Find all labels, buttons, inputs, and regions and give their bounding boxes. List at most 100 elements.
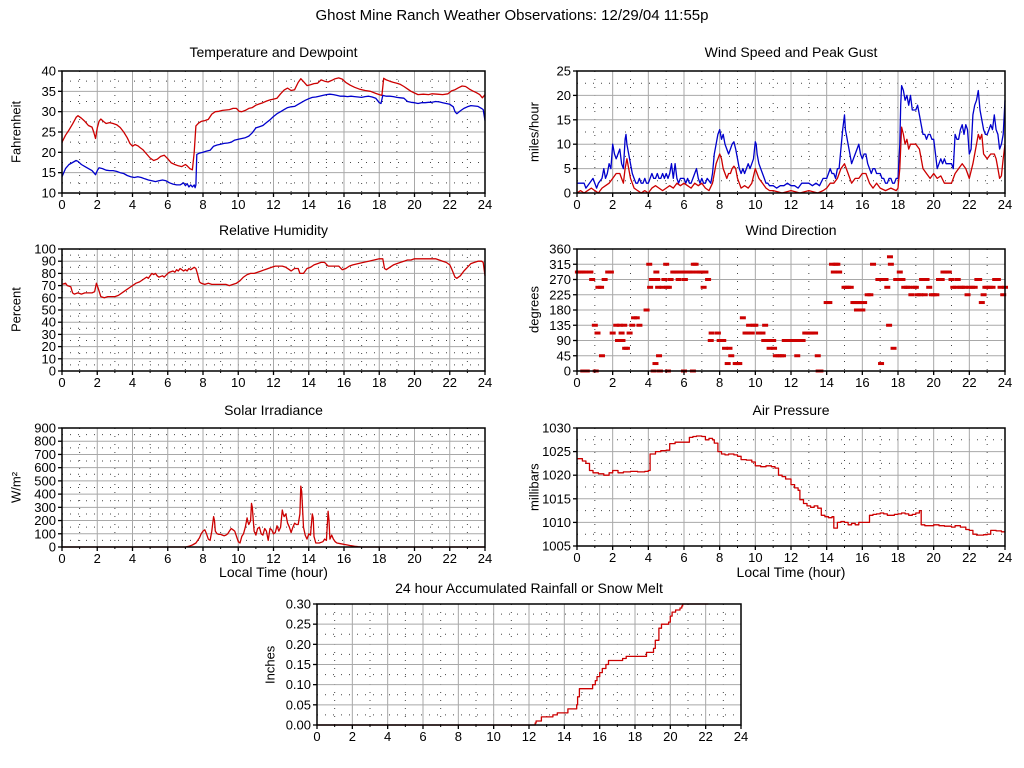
data-point (681, 278, 688, 281)
y-tick-label: 1015 (542, 491, 571, 506)
x-tick-label: 10 (486, 729, 500, 744)
y-tick-label: 315 (549, 257, 571, 272)
series-dewpoint (61, 93, 486, 189)
data-point (763, 339, 770, 342)
x-tick-label: 12 (522, 729, 536, 744)
y-tick-label: 0.10 (286, 677, 311, 692)
x-tick-label: 20 (663, 729, 677, 744)
data-point (857, 301, 864, 305)
data-point (667, 278, 674, 281)
x-tick-label: 12 (266, 197, 280, 212)
y-tick-label: 45 (557, 348, 571, 363)
x-tick-label: 14 (819, 197, 833, 212)
chart-title-temperature-dewpoint: Temperature and Dewpoint (189, 44, 358, 60)
data-point (792, 339, 799, 342)
data-point (771, 346, 778, 350)
data-point (598, 285, 605, 289)
data-point (762, 323, 769, 327)
data-point (812, 331, 819, 335)
data-point (728, 354, 735, 358)
data-point (867, 293, 874, 297)
y-tick-label: 20 (42, 145, 56, 160)
data-point (964, 293, 971, 297)
x-tick-label: 16 (855, 550, 869, 565)
series-peak-gust (577, 84, 1006, 189)
chart-title-wind-direction: Wind Direction (745, 222, 837, 238)
chart-title-air-pressure: Air Pressure (752, 402, 830, 418)
x-axis-label-local-time-pressure: Local Time (hour) (736, 564, 846, 580)
data-point (702, 270, 709, 274)
accumulated-rainfall-plot: 0 2 4 6 8 10 12 14 16 18 20 22 240.000.050.100.150.2… (286, 597, 749, 745)
data-point (582, 270, 589, 274)
data-point (830, 270, 837, 274)
data-point (814, 354, 821, 358)
y-tick-label: 25 (42, 125, 56, 140)
data-point (799, 339, 806, 342)
data-point (746, 323, 753, 327)
data-point (663, 262, 670, 266)
y-tick-label: 135 (549, 318, 571, 333)
data-point (665, 285, 672, 289)
x-tick-label: 0 (573, 375, 580, 390)
data-point (653, 270, 660, 274)
data-point (886, 255, 893, 259)
series-relative-humidity (61, 258, 486, 299)
y-tick-label: 60 (42, 290, 56, 305)
x-tick-label: 10 (231, 375, 245, 390)
x-tick-label: 18 (372, 375, 386, 390)
y-tick-label: 90 (557, 333, 571, 348)
y-tick-label: 30 (42, 104, 56, 119)
y-tick-label: 0.00 (286, 718, 311, 733)
data-point (726, 346, 733, 350)
y-tick-label: 15 (42, 165, 56, 180)
data-point (689, 270, 696, 274)
y-tick-label: 20 (557, 88, 571, 103)
x-tick-label: 18 (891, 550, 905, 565)
data-point (619, 339, 626, 342)
x-tick-label: 2 (609, 197, 616, 212)
x-tick-label: 4 (129, 197, 136, 212)
x-tick-label: 14 (557, 729, 571, 744)
data-point (952, 285, 959, 289)
data-point (878, 362, 885, 366)
x-tick-label: 18 (372, 197, 386, 212)
y-tick-label: 1025 (542, 444, 571, 459)
page-title: Ghost Mine Ranch Weather Observations: 1… (315, 7, 709, 24)
chart-title-wind-speed-gust: Wind Speed and Peak Gust (704, 44, 878, 60)
y-tick-label: 1020 (542, 468, 571, 483)
x-tick-label: 6 (680, 375, 687, 390)
x-tick-label: 4 (384, 729, 391, 744)
data-point (648, 278, 655, 281)
x-tick-label: 10 (231, 197, 245, 212)
y-tick-label: 10 (557, 137, 571, 152)
y-tick-label: 0.30 (286, 597, 311, 612)
y-tick-label: 0.25 (286, 617, 311, 632)
data-point (748, 331, 755, 335)
y-tick-label: 700 (34, 447, 56, 462)
x-tick-label: 22 (443, 551, 457, 566)
x-tick-label: 16 (855, 375, 869, 390)
y-tick-label: 10 (42, 351, 56, 366)
y-tick-label: 5 (564, 161, 571, 176)
data-point (722, 346, 729, 350)
x-tick-label: 6 (680, 550, 687, 565)
y-tick-label: 360 (549, 242, 571, 257)
data-point (700, 285, 707, 289)
data-point (896, 270, 903, 274)
y-tick-label: 400 (34, 487, 56, 502)
data-point (899, 278, 906, 281)
x-tick-label: 14 (819, 550, 833, 565)
data-point (698, 270, 705, 274)
x-tick-label: 18 (891, 197, 905, 212)
y-tick-label: 50 (42, 303, 56, 318)
solar-irradiance-plot: 0 2 4 6 8 10 12 14 16 18 20 22 240100200300400500600… (34, 421, 492, 567)
x-tick-label: 16 (592, 729, 606, 744)
y-tick-label: 1005 (542, 539, 571, 554)
x-tick-label: 12 (784, 197, 798, 212)
x-tick-label: 10 (231, 551, 245, 566)
x-tick-label: 16 (337, 551, 351, 566)
y-tick-label: 1010 (542, 515, 571, 530)
data-point (714, 331, 721, 335)
data-point (884, 285, 891, 289)
